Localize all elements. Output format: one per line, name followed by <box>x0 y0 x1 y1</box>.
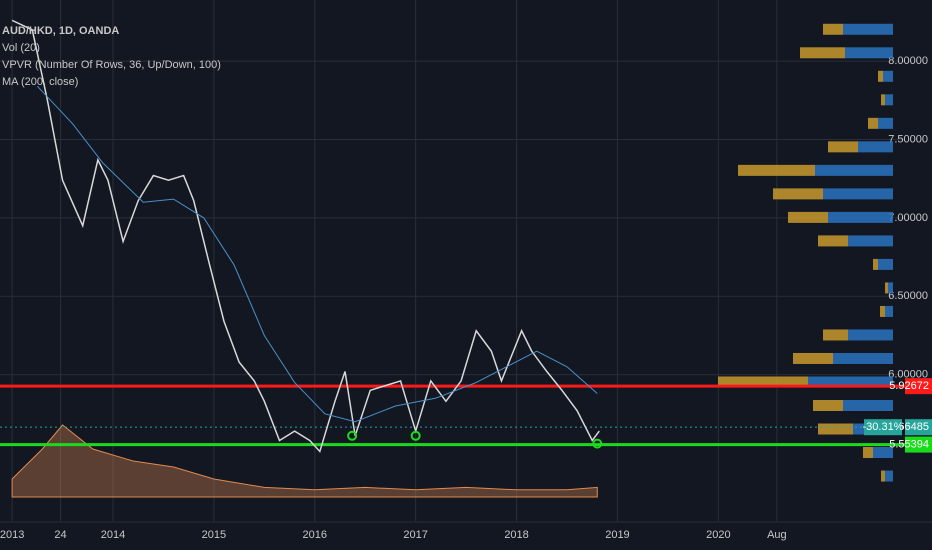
level-label: 5.55394 <box>889 438 929 450</box>
profile-down <box>813 400 843 411</box>
x-tick-label: 2020 <box>706 529 730 541</box>
profile-up <box>878 258 893 270</box>
x-tick-label: 2017 <box>403 529 427 541</box>
profile-down <box>823 329 848 341</box>
pivot-marker <box>592 438 603 449</box>
ma-line <box>36 85 598 423</box>
price-line <box>11 19 600 453</box>
profile-up <box>858 141 893 153</box>
profile-down <box>788 211 828 223</box>
y-tick-label: 6.00000 <box>888 369 928 381</box>
y-tick-label: 6.50000 <box>888 290 928 302</box>
profile-down <box>718 376 808 388</box>
pivot-marker <box>347 430 358 441</box>
level-tag <box>905 436 932 453</box>
indicator-label: Vol (20) <box>2 42 40 54</box>
level-tag <box>905 378 932 395</box>
profile-down <box>880 305 885 317</box>
profile-up <box>823 188 893 200</box>
y-tick-label: 7.00000 <box>888 212 928 224</box>
profile-up <box>843 23 893 35</box>
level-note: -30.31% <box>863 421 904 433</box>
pivot-marker <box>410 430 421 441</box>
profile-up <box>828 211 893 223</box>
x-tick-label: 2013 <box>0 529 24 541</box>
x-tick-label: 2019 <box>605 529 629 541</box>
profile-up <box>873 447 893 459</box>
profile-down <box>738 164 815 176</box>
profile-down <box>881 94 885 106</box>
profile-up <box>885 470 893 482</box>
profile-down <box>773 188 823 200</box>
profile-up <box>888 282 893 294</box>
profile-down <box>868 117 878 129</box>
x-tick-label: 2016 <box>303 529 327 541</box>
profile-up <box>808 376 893 388</box>
x-tick-label: Aug <box>767 529 787 541</box>
y-tick-label: 7.50000 <box>888 133 928 145</box>
level-tag <box>905 419 932 436</box>
profile-up <box>878 117 893 129</box>
x-tick-label: 2014 <box>101 529 125 541</box>
profile-down <box>823 23 843 35</box>
indicator-label: MA (200, close) <box>2 76 78 88</box>
profile-up <box>885 305 893 317</box>
profile-up <box>848 329 893 341</box>
note-tag <box>864 419 902 436</box>
chart-title: AUD/HKD, 1D, OANDA <box>2 25 119 37</box>
profile-down <box>828 141 858 153</box>
profile-down <box>793 352 833 364</box>
profile-up <box>843 400 893 411</box>
x-tick-label: 2018 <box>504 529 528 541</box>
profile-up <box>815 164 893 176</box>
profile-down <box>881 470 885 482</box>
indicator-label: VPVR (Number Of Rows, 36, Up/Down, 100) <box>2 59 221 71</box>
profile-down <box>800 47 845 59</box>
y-tick-label: 8.00000 <box>888 55 928 67</box>
x-tick-label: 2015 <box>202 529 226 541</box>
profile-down <box>885 282 888 294</box>
profile-down <box>818 235 848 247</box>
profile-up <box>885 94 893 106</box>
profile-down <box>878 70 883 82</box>
profile-down <box>873 258 878 270</box>
x-tick-label: 24 <box>54 529 66 541</box>
profile-down <box>818 423 853 435</box>
level-label: 5.92672 <box>889 380 929 392</box>
profile-up <box>833 352 893 364</box>
profile-up <box>845 47 893 59</box>
profile-up <box>848 235 893 247</box>
profile-down <box>863 447 873 459</box>
profile-up <box>883 70 893 82</box>
